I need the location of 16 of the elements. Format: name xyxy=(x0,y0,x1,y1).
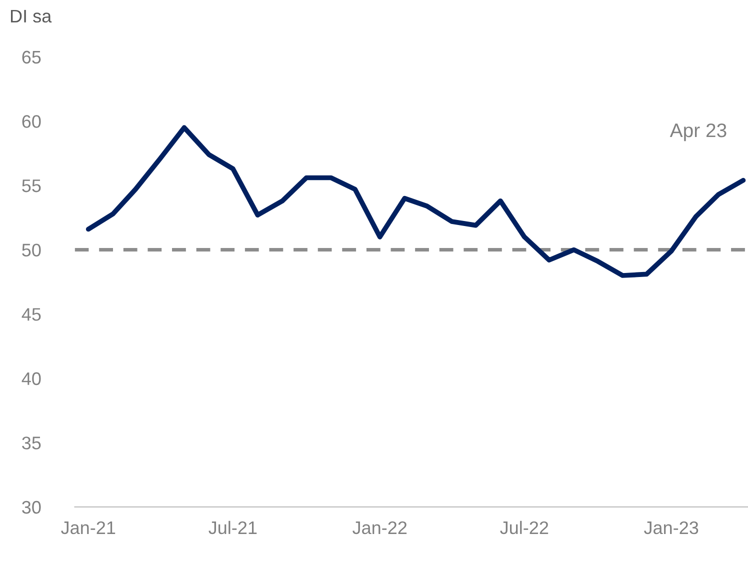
y-tick-label: 35 xyxy=(22,436,41,450)
y-axis-title: DI sa xyxy=(10,10,52,23)
annotation: Apr 23 xyxy=(670,123,726,142)
x-tick-label: Jul-21 xyxy=(208,520,257,534)
y-tick-label: 65 xyxy=(22,50,41,64)
x-tick-label: Jan-23 xyxy=(644,521,698,534)
y-tick-label: 60 xyxy=(22,115,41,128)
line-series xyxy=(86,125,746,278)
y-tick-label: 45 xyxy=(22,308,41,321)
x-tick-label: Jan-21 xyxy=(61,521,116,534)
y-tick-label: 50 xyxy=(22,244,41,256)
x-tick-label: Jul-22 xyxy=(500,520,548,534)
y-tick-label: 40 xyxy=(22,372,41,386)
y-tick-label: 55 xyxy=(22,180,41,192)
x-tick-label: Jan-22 xyxy=(352,521,407,534)
y-tick-label: 30 xyxy=(22,500,41,514)
